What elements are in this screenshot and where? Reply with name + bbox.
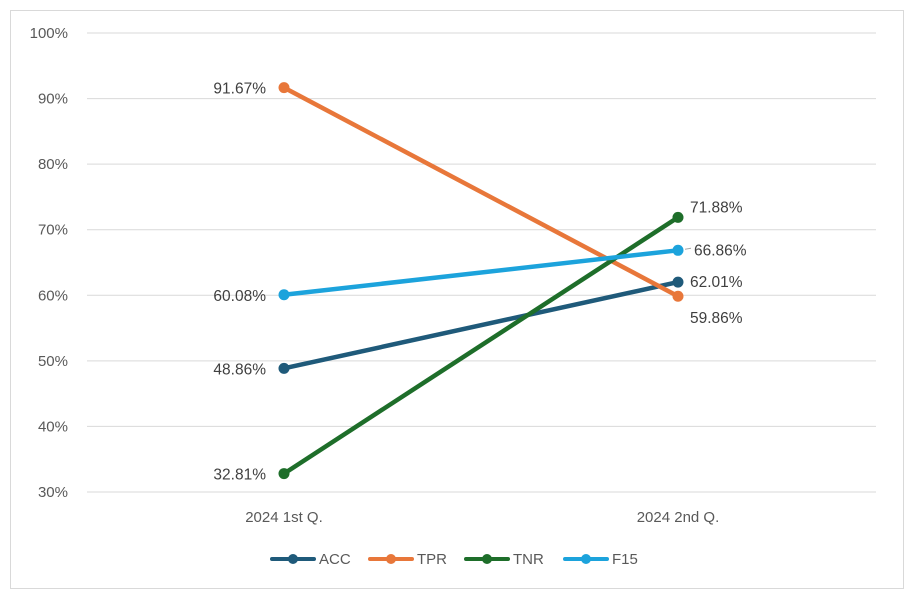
y-tick-label: 30%	[38, 484, 68, 501]
legend-swatch-marker	[482, 554, 492, 564]
legend-item-tnr: TNR	[464, 551, 544, 568]
legend: ACC TPR TNR F15	[270, 551, 638, 568]
x-tick-label: 2024 1st Q.	[245, 509, 323, 526]
y-axis-tick-labels: 30% 40% 50% 60% 70% 80% 90% 100%	[30, 25, 68, 501]
data-point-f15	[672, 244, 684, 256]
leader-line	[684, 247, 692, 250]
gridlines	[87, 32, 876, 493]
y-tick-label: 70%	[38, 222, 68, 239]
series-line-tnr	[281, 215, 681, 476]
legend-label: TNR	[513, 551, 544, 568]
legend-item-f15: F15	[563, 551, 638, 568]
series-lines	[281, 85, 681, 476]
data-labels: 48.86% 62.01% 91.67% 59.86% 32.81% 71.88% 60.0…	[213, 81, 746, 484]
y-tick-label: 80%	[38, 156, 68, 173]
legend-swatch-marker	[288, 554, 298, 564]
data-point-f15	[278, 289, 290, 301]
legend-label: ACC	[319, 551, 351, 568]
data-label-f15: 60.08%	[213, 288, 266, 305]
y-tick-label: 90%	[38, 91, 68, 108]
series-line-f15	[281, 248, 681, 298]
y-tick-label: 100%	[30, 25, 68, 42]
data-label-tnr: 32.81%	[213, 467, 266, 484]
legend-swatch-marker	[581, 554, 591, 564]
x-tick-label: 2024 2nd Q.	[637, 509, 720, 526]
legend-label: F15	[612, 551, 638, 568]
legend-swatch-marker	[386, 554, 396, 564]
series-line-acc	[281, 279, 681, 371]
y-tick-label: 60%	[38, 287, 68, 304]
data-label-tpr: 91.67%	[213, 81, 266, 98]
series-line-tpr	[281, 85, 681, 299]
data-point-tpr	[672, 290, 684, 302]
data-point-tpr	[278, 82, 290, 94]
data-label-f15: 66.86%	[694, 242, 747, 259]
data-point-acc	[278, 362, 290, 374]
data-label-tnr: 71.88%	[690, 199, 743, 216]
x-axis-tick-labels: 2024 1st Q. 2024 2nd Q.	[245, 509, 719, 526]
legend-item-acc: ACC	[270, 551, 351, 568]
y-tick-label: 40%	[38, 418, 68, 435]
legend-label: TPR	[417, 551, 447, 568]
data-point-tnr	[278, 468, 290, 480]
data-label-acc: 48.86%	[213, 361, 266, 378]
legend-item-tpr: TPR	[368, 551, 447, 568]
data-point-acc	[672, 276, 684, 288]
series-points	[278, 82, 684, 480]
y-tick-label: 50%	[38, 353, 68, 370]
data-point-tnr	[672, 211, 684, 223]
data-label-tpr: 59.86%	[690, 310, 743, 327]
data-label-acc: 62.01%	[690, 274, 743, 291]
